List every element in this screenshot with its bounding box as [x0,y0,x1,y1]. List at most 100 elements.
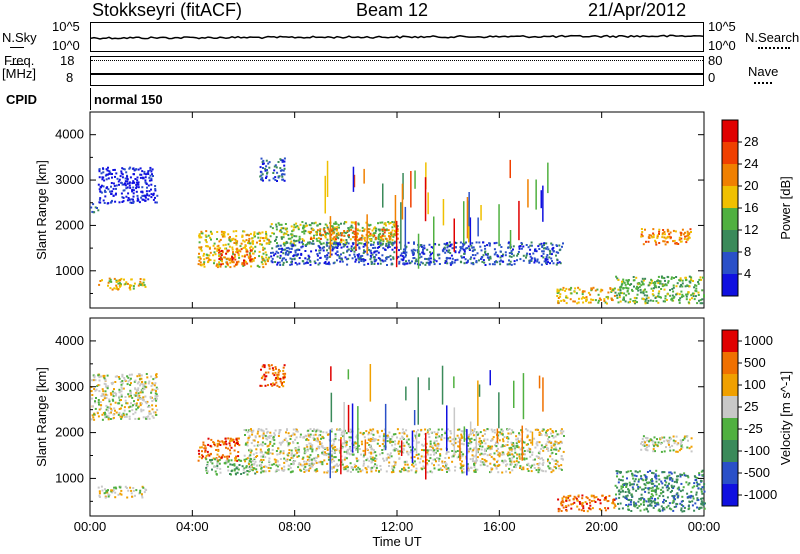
power-cell [98,198,101,201]
power-streak [326,160,329,197]
power-cell [577,301,580,304]
velocity-cell [101,393,104,396]
velocity-cell [526,449,529,452]
velocity-cell [155,399,158,402]
velocity-cell [511,469,514,472]
velocity-cell [244,434,246,436]
power-cell [557,302,560,305]
velocity-cell [225,460,228,462]
power-cell [344,221,347,223]
velocity-cell [443,437,446,440]
velocity-cell [460,464,463,467]
velocity-cell [236,439,239,442]
velocity-cell [531,464,534,467]
power-cell [110,185,112,188]
velocity-cell [236,471,239,474]
power-cell [121,167,124,170]
velocity-cell [145,416,148,419]
power-cell [107,202,110,205]
power-cell [525,254,528,257]
velocity-cell [564,505,567,508]
velocity-cell [137,381,140,384]
power-cell [657,301,660,304]
power-cell [316,254,319,257]
velocity-cell [366,457,369,460]
power-cell [132,192,135,195]
velocity-cell [581,497,584,500]
velocity-cell [461,460,463,463]
velocity-cell [261,365,264,368]
power-cell [538,261,541,264]
velocity-cell [441,460,444,463]
velocity-cell [538,467,541,470]
power-cell [528,261,531,264]
velocity-cell [106,394,109,397]
power-cell [544,247,547,250]
velocity-cell [589,508,592,511]
velocity-cell [209,453,212,456]
power-cell [291,258,294,261]
power-cell [298,238,301,241]
power-cell [270,260,273,263]
velocity-cell [512,455,515,458]
power-cell [688,280,691,283]
power-cell [361,254,364,257]
nsky-legend-line [10,47,24,48]
power-cell [265,232,268,235]
power-cell [610,297,613,300]
velocity-cell [255,452,258,455]
power-cell [148,194,151,197]
power-cell [644,300,647,303]
velocity-cell [457,440,460,443]
power-cell [546,254,549,256]
power-cell [502,253,504,256]
velocity-cell [541,429,544,432]
velocity-cell [695,493,698,496]
power-cell [205,253,208,256]
velocity-cell [277,465,279,468]
velocity-cell [108,400,111,403]
velocity-cell [457,436,460,439]
power-streak [355,221,357,251]
velocity-cell [556,433,559,436]
velocity-cell [439,454,442,457]
velocity-cell [447,467,450,470]
power-cell [538,243,541,246]
power-frame [89,111,705,309]
power-cell [639,288,642,291]
velocity-cell [557,498,560,501]
velocity-cell [476,456,479,459]
power-cell [318,240,321,243]
power-cell [403,248,405,251]
power-cell [100,184,103,187]
velocity-cell [121,375,124,378]
velocity-cell [110,489,113,492]
power-cell [286,230,289,233]
power-cell [259,243,262,246]
velocity-cell [401,435,404,438]
power-cell [247,255,250,258]
velocity-cell [250,428,252,431]
power-cell [148,179,151,182]
velocity-cell [322,431,325,434]
velocity-cell [357,444,360,447]
power-cell [327,232,330,235]
velocity-cell [108,494,111,497]
power-feature [197,230,271,269]
power-cell [681,285,684,288]
power-cell [400,258,403,261]
power-cell [577,286,580,289]
power-cell [396,233,399,236]
power-cell [294,251,297,254]
velocity-cell [112,395,115,398]
power-cell [356,228,359,231]
power-cell [686,293,689,296]
velocity-cell [250,458,253,461]
velocity-cell [468,449,471,452]
velocity-cell [319,443,322,446]
power-cell [249,242,252,245]
velocity-cell [257,429,260,432]
power-cell [442,250,445,253]
power-cell [265,159,268,162]
velocity-cell [105,491,108,494]
